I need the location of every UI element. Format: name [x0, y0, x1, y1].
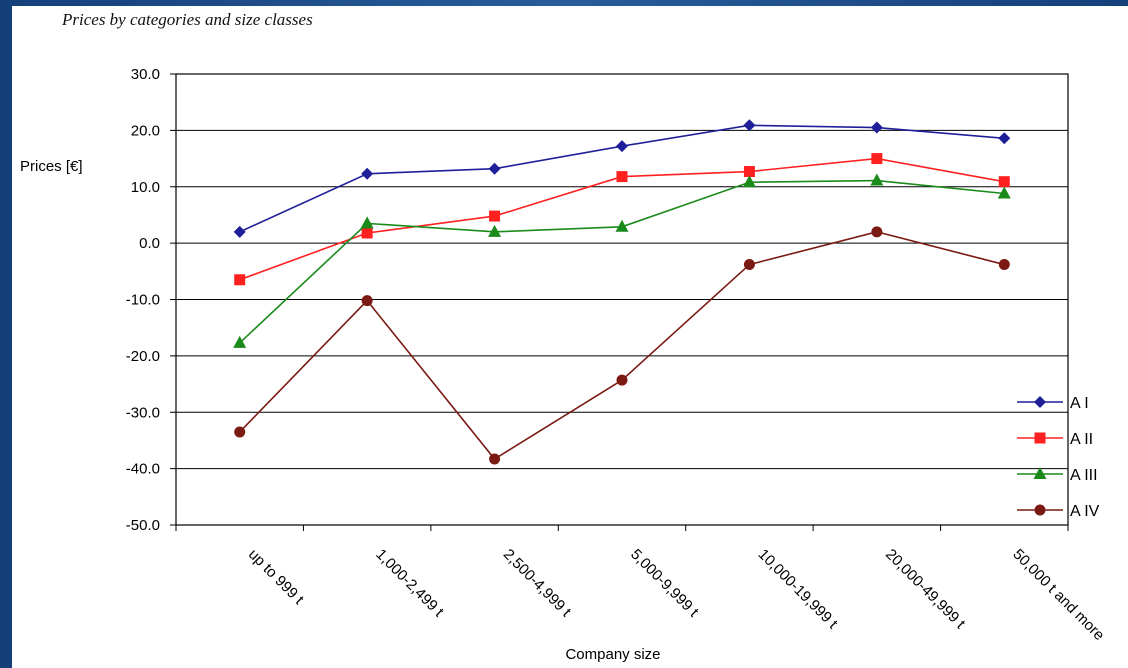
- triangle-marker: [233, 335, 247, 348]
- y-tick-label: -10.0: [126, 292, 160, 309]
- triangle-marker: [488, 224, 502, 237]
- legend-label: A I: [1070, 395, 1089, 412]
- legend-entry: A I: [1017, 395, 1089, 412]
- page-title: Prices by categories and size classes: [62, 10, 313, 29]
- square-marker: [743, 166, 755, 178]
- x-tick-label: 2,500-4,999 t: [500, 546, 575, 621]
- square-marker: [234, 274, 246, 286]
- x-tick-label: up to 999 t: [245, 546, 308, 609]
- y-axis-ticks: 30.0 20.0 10.0 0.0 -10.0 -20.0 -30.0 -40.0 -50.0: [126, 66, 176, 534]
- circle-marker: [489, 453, 501, 465]
- x-axis-label: Company size: [565, 646, 660, 663]
- square-marker: [489, 210, 501, 222]
- y-tick-label: -50.0: [126, 517, 160, 534]
- triangle-marker: [997, 186, 1011, 199]
- diamond-marker: [743, 119, 756, 132]
- diamond-marker: [233, 225, 246, 238]
- legend: A I A II A III A IV: [1017, 395, 1100, 520]
- series-a-i: [233, 119, 1011, 238]
- legend-label: A III: [1070, 467, 1098, 484]
- y-tick-label: -20.0: [126, 348, 160, 365]
- series-a-iii: [233, 173, 1011, 348]
- diamond-marker: [870, 121, 883, 134]
- series-line: [239, 179, 1005, 344]
- diamond-marker: [488, 162, 501, 175]
- circle-marker: [743, 259, 755, 271]
- legend-entry: A II: [1017, 431, 1093, 448]
- legend-entry: A III: [1017, 467, 1098, 484]
- series-line: [239, 231, 1005, 461]
- x-axis-ticks: up to 999 t 1,000-2,499 t 2,500-4,999 t 5,0…: [175, 525, 1108, 644]
- circle-marker: [234, 426, 246, 438]
- x-tick-label: 20,000-49,999 t: [882, 546, 969, 633]
- y-tick-label: -40.0: [126, 461, 160, 478]
- legend-label: A IV: [1070, 503, 1100, 520]
- x-tick-label: 1,000-2,499 t: [372, 546, 447, 621]
- triangle-marker: [870, 173, 884, 186]
- square-marker: [1034, 432, 1046, 444]
- y-tick-label: 20.0: [131, 122, 160, 139]
- square-marker: [998, 176, 1010, 188]
- circle-marker: [361, 295, 373, 307]
- diamond-marker: [616, 140, 628, 153]
- triangle-marker: [742, 175, 756, 188]
- square-marker: [361, 227, 373, 239]
- square-marker: [616, 171, 628, 183]
- circle-marker: [871, 226, 883, 238]
- legend-label: A II: [1070, 431, 1093, 448]
- circle-marker: [998, 259, 1010, 271]
- x-tick-label: 50,000 t and more: [1009, 546, 1107, 644]
- x-tick-label: 5,000-9,999 t: [627, 546, 702, 621]
- chart-panel: [12, 6, 1128, 668]
- series-a-ii: [234, 153, 1010, 286]
- x-tick-label: 10,000-19,999 t: [755, 546, 842, 633]
- circle-marker: [616, 374, 628, 386]
- diamond-marker: [361, 167, 374, 180]
- diamond-marker: [1034, 396, 1046, 408]
- series-layer: [233, 119, 1011, 465]
- y-tick-label: 30.0: [131, 66, 160, 83]
- series-a-iv: [234, 226, 1010, 465]
- y-axis-label: Prices [€]: [20, 158, 83, 175]
- legend-entry: A IV: [1017, 503, 1100, 520]
- square-marker: [871, 153, 883, 165]
- diamond-marker: [998, 132, 1011, 145]
- y-tick-label: 0.0: [139, 235, 160, 252]
- triangle-marker: [360, 216, 374, 229]
- triangle-marker: [615, 219, 629, 232]
- triangle-marker: [1033, 467, 1047, 479]
- circle-marker: [1034, 504, 1046, 516]
- y-tick-label: 10.0: [131, 179, 160, 196]
- y-tick-label: -30.0: [126, 404, 160, 421]
